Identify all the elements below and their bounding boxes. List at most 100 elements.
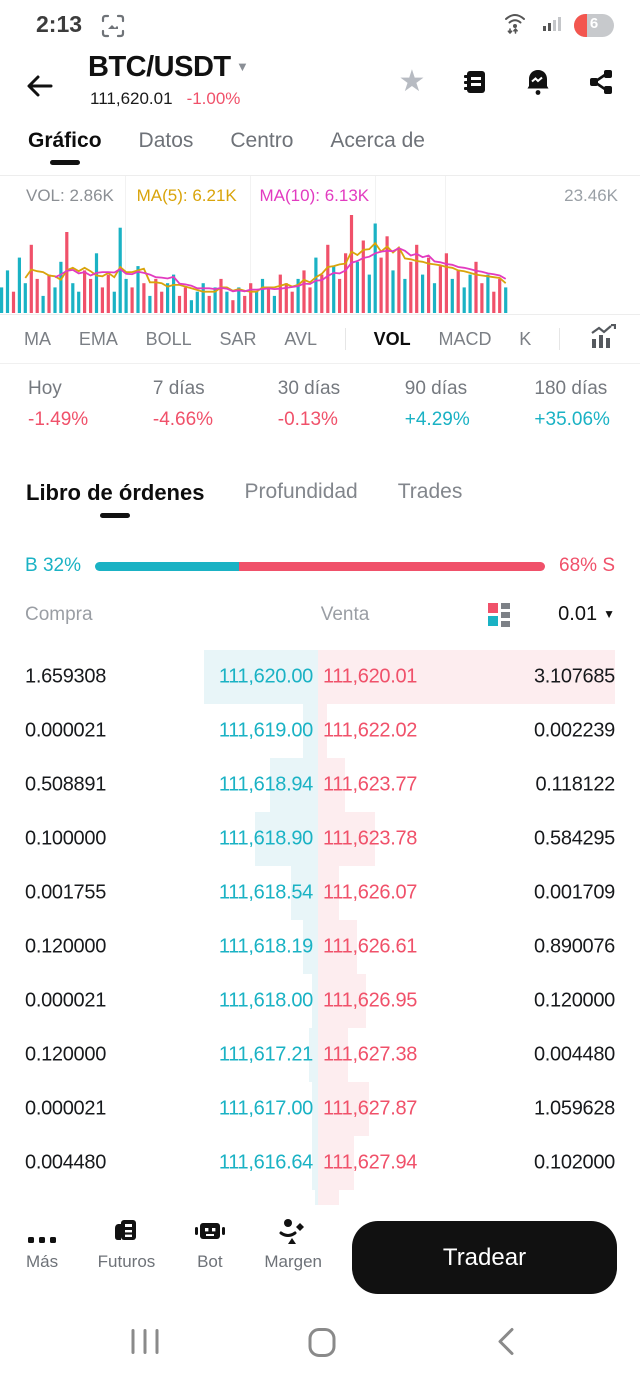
bid-price[interactable]: 111,618.19 bbox=[218, 935, 313, 958]
ask-price[interactable]: 111,626.61 bbox=[323, 935, 418, 958]
orderbook-row[interactable]: 0.120000 111,618.19 111,626.61 0.890076 bbox=[0, 920, 640, 974]
tab-libro-de-ordenes[interactable]: Libro de órdenes bbox=[26, 480, 204, 540]
orderbook-row[interactable]: 0.000021 111,619.00 111,622.02 0.002239 bbox=[0, 704, 640, 758]
pair-title[interactable]: BTC/USDT bbox=[88, 51, 231, 83]
bid-price[interactable]: 111,618.94 bbox=[218, 773, 313, 796]
ask-price[interactable]: 111,627.87 bbox=[323, 1097, 418, 1120]
divider bbox=[559, 328, 561, 350]
volume-chart[interactable]: VOL: 2.86K MA(5): 6.21K MA(10): 6.13K 23… bbox=[0, 175, 640, 315]
tab-grafico[interactable]: Gráfico bbox=[28, 117, 102, 165]
favorite-star-icon[interactable]: ★ bbox=[398, 65, 426, 98]
stat-label: 7 días bbox=[152, 378, 205, 399]
ask-depth-bar bbox=[318, 704, 327, 758]
indicator-macd[interactable]: MACD bbox=[438, 328, 492, 349]
indicator-avl[interactable]: AVL bbox=[284, 328, 317, 349]
volume-bars bbox=[0, 215, 508, 313]
tab-datos[interactable]: Datos bbox=[139, 117, 194, 153]
tab-acerca-de[interactable]: Acerca de bbox=[330, 117, 425, 153]
bottom-tab-margen[interactable]: Margen bbox=[264, 1217, 322, 1272]
trade-button[interactable]: Tradear bbox=[352, 1221, 617, 1294]
bid-price[interactable]: 111,618.00 bbox=[218, 989, 313, 1012]
orderbook-row[interactable]: 0.004480 111,616.64 111,627.94 0.102000 bbox=[0, 1136, 640, 1190]
tab-label: Gráfico bbox=[28, 129, 102, 152]
status-bar: 2:13 6 bbox=[0, 0, 640, 45]
back-button[interactable] bbox=[24, 70, 56, 102]
bid-price[interactable]: 111,618.54 bbox=[218, 881, 313, 904]
orderbook-row[interactable]: 0.120000 111,617.21 111,627.38 0.004480 bbox=[0, 1028, 640, 1082]
indicator-k[interactable]: K bbox=[519, 328, 532, 349]
indicator-vol[interactable]: VOL bbox=[373, 328, 411, 349]
y-axis-max-label: 23.46K bbox=[564, 186, 618, 205]
orderbook-row[interactable]: 0.508891 111,618.94 111,623.77 0.118122 bbox=[0, 758, 640, 812]
ask-price[interactable]: 111,626.95 bbox=[323, 989, 418, 1012]
ask-amount: 0.004480 bbox=[533, 1043, 615, 1066]
price-alert-bell-icon[interactable] bbox=[523, 67, 553, 97]
orderbook-row[interactable]: 0.000021 111,617.00 111,627.87 1.059628 bbox=[0, 1082, 640, 1136]
ask-depth-bar bbox=[318, 1190, 339, 1205]
ask-price[interactable]: 111,623.77 bbox=[323, 773, 418, 796]
back-nav-button[interactable] bbox=[492, 1324, 520, 1363]
orderbook-row[interactable]: 1.659308 111,620.00 111,620.01 3.107685 bbox=[0, 650, 640, 704]
home-button[interactable] bbox=[305, 1324, 339, 1363]
orderbook-row[interactable]: 0.000021 111,618.00 111,626.95 0.120000 bbox=[0, 974, 640, 1028]
bid-price[interactable]: 111,619.00 bbox=[218, 719, 313, 742]
ask-price[interactable]: 111,627.94 bbox=[323, 1151, 418, 1174]
orderbook-row[interactable]: 0.000021 111,616.08 111,628.51 0.102000 bbox=[0, 1190, 640, 1205]
tab-label: Acerca de bbox=[330, 129, 425, 152]
ask-depth-bar bbox=[318, 974, 366, 1028]
tab-profundidad[interactable]: Profundidad bbox=[244, 480, 357, 540]
ask-price[interactable]: 111,626.07 bbox=[323, 881, 418, 904]
stat-30d: 30 días -0.13% bbox=[278, 378, 340, 450]
tab-trades[interactable]: Trades bbox=[398, 480, 463, 540]
bid-amount: 1.659308 bbox=[25, 665, 107, 688]
ask-depth-bar bbox=[318, 1136, 354, 1190]
bottom-tab-bot[interactable]: Bot bbox=[194, 1217, 225, 1272]
precision-selector[interactable]: 0.01 ▼ bbox=[558, 603, 615, 626]
buy-ratio-label: B 32% bbox=[25, 555, 81, 576]
tab-centro[interactable]: Centro bbox=[230, 117, 293, 153]
chart-gridline bbox=[250, 176, 251, 314]
indicator-settings-icon[interactable] bbox=[588, 323, 617, 355]
bid-depth-bar bbox=[204, 650, 318, 704]
bid-amount: 0.100000 bbox=[25, 827, 107, 850]
android-nav-bar bbox=[0, 1300, 640, 1387]
bid-depth-bar bbox=[312, 1082, 318, 1136]
orderbook-row[interactable]: 0.001755 111,618.54 111,626.07 0.001709 bbox=[0, 866, 640, 920]
legend-vol: VOL: 2.86K bbox=[26, 186, 114, 205]
ask-price[interactable]: 111,627.38 bbox=[323, 1043, 418, 1066]
book-display-mode-icon[interactable] bbox=[488, 602, 512, 628]
stat-90d: 90 días +4.29% bbox=[405, 378, 470, 450]
ask-price[interactable]: 111,620.01 bbox=[323, 665, 418, 688]
bottom-tab-mas[interactable]: Más bbox=[26, 1217, 58, 1272]
indicator-boll[interactable]: BOLL bbox=[145, 328, 192, 349]
indicator-sar[interactable]: SAR bbox=[219, 328, 257, 349]
indicator-ma[interactable]: MA bbox=[24, 328, 51, 349]
bid-price[interactable]: 111,618.90 bbox=[218, 827, 313, 850]
indicator-ema[interactable]: EMA bbox=[78, 328, 118, 349]
share-icon[interactable] bbox=[586, 67, 616, 97]
stat-label: 90 días bbox=[404, 378, 468, 399]
bottom-tab-futuros[interactable]: Futuros bbox=[98, 1217, 155, 1272]
bid-amount: 0.120000 bbox=[25, 935, 107, 958]
orderbook-ledger-icon[interactable] bbox=[460, 67, 490, 97]
battery-icon: 6 bbox=[574, 14, 614, 37]
bid-price[interactable]: 111,620.00 bbox=[218, 665, 313, 688]
orderbook-row[interactable]: 0.100000 111,618.90 111,623.78 0.584295 bbox=[0, 812, 640, 866]
stat-label: 30 días bbox=[277, 378, 341, 399]
bid-price[interactable]: 111,616.64 bbox=[218, 1151, 313, 1174]
chart-gridline bbox=[445, 176, 446, 314]
bid-price[interactable]: 111,617.00 bbox=[218, 1097, 313, 1120]
bid-price[interactable]: 111,617.21 bbox=[218, 1043, 313, 1066]
ask-price[interactable]: 111,623.78 bbox=[323, 827, 418, 850]
ask-amount: 0.890076 bbox=[533, 935, 615, 958]
bid-depth-bar bbox=[315, 1190, 318, 1205]
more-dots-icon bbox=[27, 1217, 57, 1245]
pair-dropdown-icon[interactable]: ▼ bbox=[236, 59, 249, 74]
precision-value: 0.01 bbox=[558, 603, 598, 625]
ask-price[interactable]: 111,622.02 bbox=[323, 719, 418, 742]
chevron-down-icon: ▼ bbox=[603, 607, 615, 621]
bot-icon bbox=[194, 1217, 225, 1245]
bid-depth-bar bbox=[309, 1028, 318, 1082]
recents-button[interactable] bbox=[128, 1326, 162, 1361]
